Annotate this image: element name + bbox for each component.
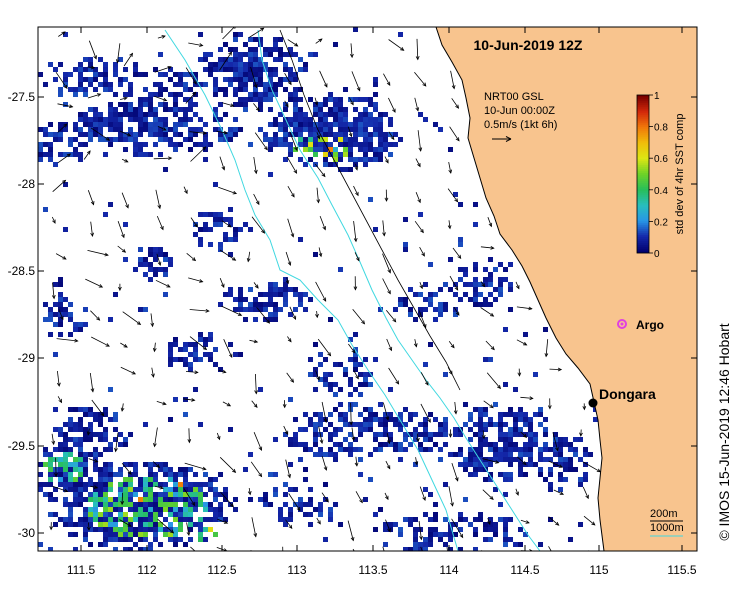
colorbar-label: std dev of 4hr SST comp: [674, 114, 686, 235]
y-tick-label: -28.5: [8, 264, 36, 278]
x-tick-label: 114: [439, 563, 458, 577]
y-tick-label: -28: [18, 177, 36, 191]
x-tick-label: 111.5: [67, 563, 96, 577]
colorbar-tick-label: 1: [654, 91, 660, 102]
contour-deep: [279, 29, 461, 391]
x-tick-label: 113.5: [358, 563, 387, 577]
imos-credit: © IMOS 15-Jun-2019 12:46 Hobart: [716, 323, 732, 540]
legend-200m-label: 200m: [650, 508, 678, 520]
land-area: [435, 27, 697, 551]
colorbar-tick-label: 0.8: [654, 123, 668, 134]
legend-1000m-label: 1000m: [650, 522, 684, 534]
contour-200m: [257, 29, 541, 551]
argo-marker: [617, 319, 627, 329]
colorbar: 0 0.2 0.4 0.6 0.8 1 std dev of 4hr SST comp: [636, 91, 686, 260]
x-tick-label: 112: [137, 563, 156, 577]
x-tick-label: 112.5: [207, 563, 236, 577]
contour-1000m: [164, 29, 459, 551]
y-tick-label: -29: [18, 351, 36, 365]
dongara-marker: [588, 398, 598, 408]
y-axis: -27.5 -28 -28.5 -29 -29.5 -30: [8, 90, 697, 540]
x-tick-label: 114.5: [510, 563, 539, 577]
x-tick-label: 115.5: [667, 563, 696, 577]
colorbar-tick-label: 0.6: [654, 154, 668, 165]
product-name: NRT00 GSL: [484, 91, 544, 103]
x-axis: 111.5 112 112.5 113 113.5 114 114.5 115 115.5: [67, 27, 697, 577]
product-time: 10-Jun 00:00Z: [484, 105, 555, 117]
x-tick-label: 113: [287, 563, 306, 577]
y-tick-label: -30: [18, 526, 36, 540]
current-vectors: [49, 27, 602, 551]
map-title: 10-Jun-2019 12Z: [474, 37, 583, 53]
plot-frame: [37, 26, 698, 552]
y-tick-label: -27.5: [8, 90, 36, 104]
x-tick-label: 115: [589, 563, 608, 577]
colorbar-tick-label: 0: [654, 249, 660, 260]
vector-scale-label: 0.5m/s (1kt 6h): [484, 119, 557, 131]
colorbar-tick-label: 0.2: [654, 217, 668, 228]
dongara-label: Dongara: [599, 386, 656, 402]
colorbar-tick-label: 0.4: [654, 186, 668, 197]
y-tick-label: -29.5: [8, 439, 36, 453]
argo-label: Argo: [636, 318, 664, 332]
sst-stddev-field: [38, 27, 598, 551]
vector-scale-arrow: [492, 136, 512, 142]
